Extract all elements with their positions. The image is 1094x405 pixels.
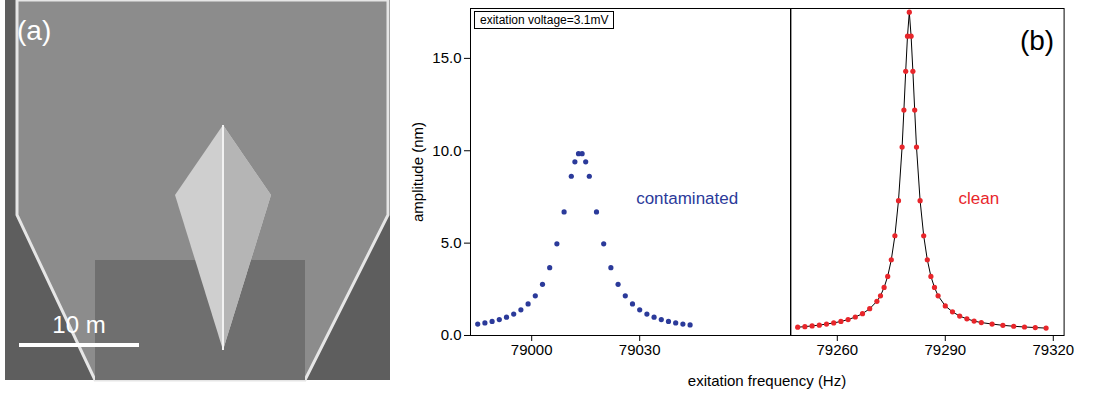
svg-text:(a): (a) [17,15,51,46]
svg-text:5.0: 5.0 [441,234,462,251]
svg-text:79260: 79260 [817,341,859,358]
svg-text:79030: 79030 [619,341,661,358]
svg-text:10 m: 10 m [52,311,105,338]
svg-text:79320: 79320 [1033,341,1075,358]
svg-text:0.0: 0.0 [441,326,462,343]
svg-text:amplitude (nm): amplitude (nm) [409,122,426,222]
svg-text:contaminated: contaminated [636,189,738,208]
svg-text:(b): (b) [1020,25,1054,56]
svg-text:15.0: 15.0 [432,49,461,66]
svg-text:79000: 79000 [511,341,553,358]
svg-text:79290: 79290 [925,341,967,358]
html-text:exitation voltage=3.1mV: exitation voltage=3.1mV [480,13,609,27]
html-text:exitation frequency (Hz): exitation frequency (Hz) [687,372,847,389]
svg-text:10.0: 10.0 [432,142,461,159]
svg-text:clean: clean [959,189,1000,208]
